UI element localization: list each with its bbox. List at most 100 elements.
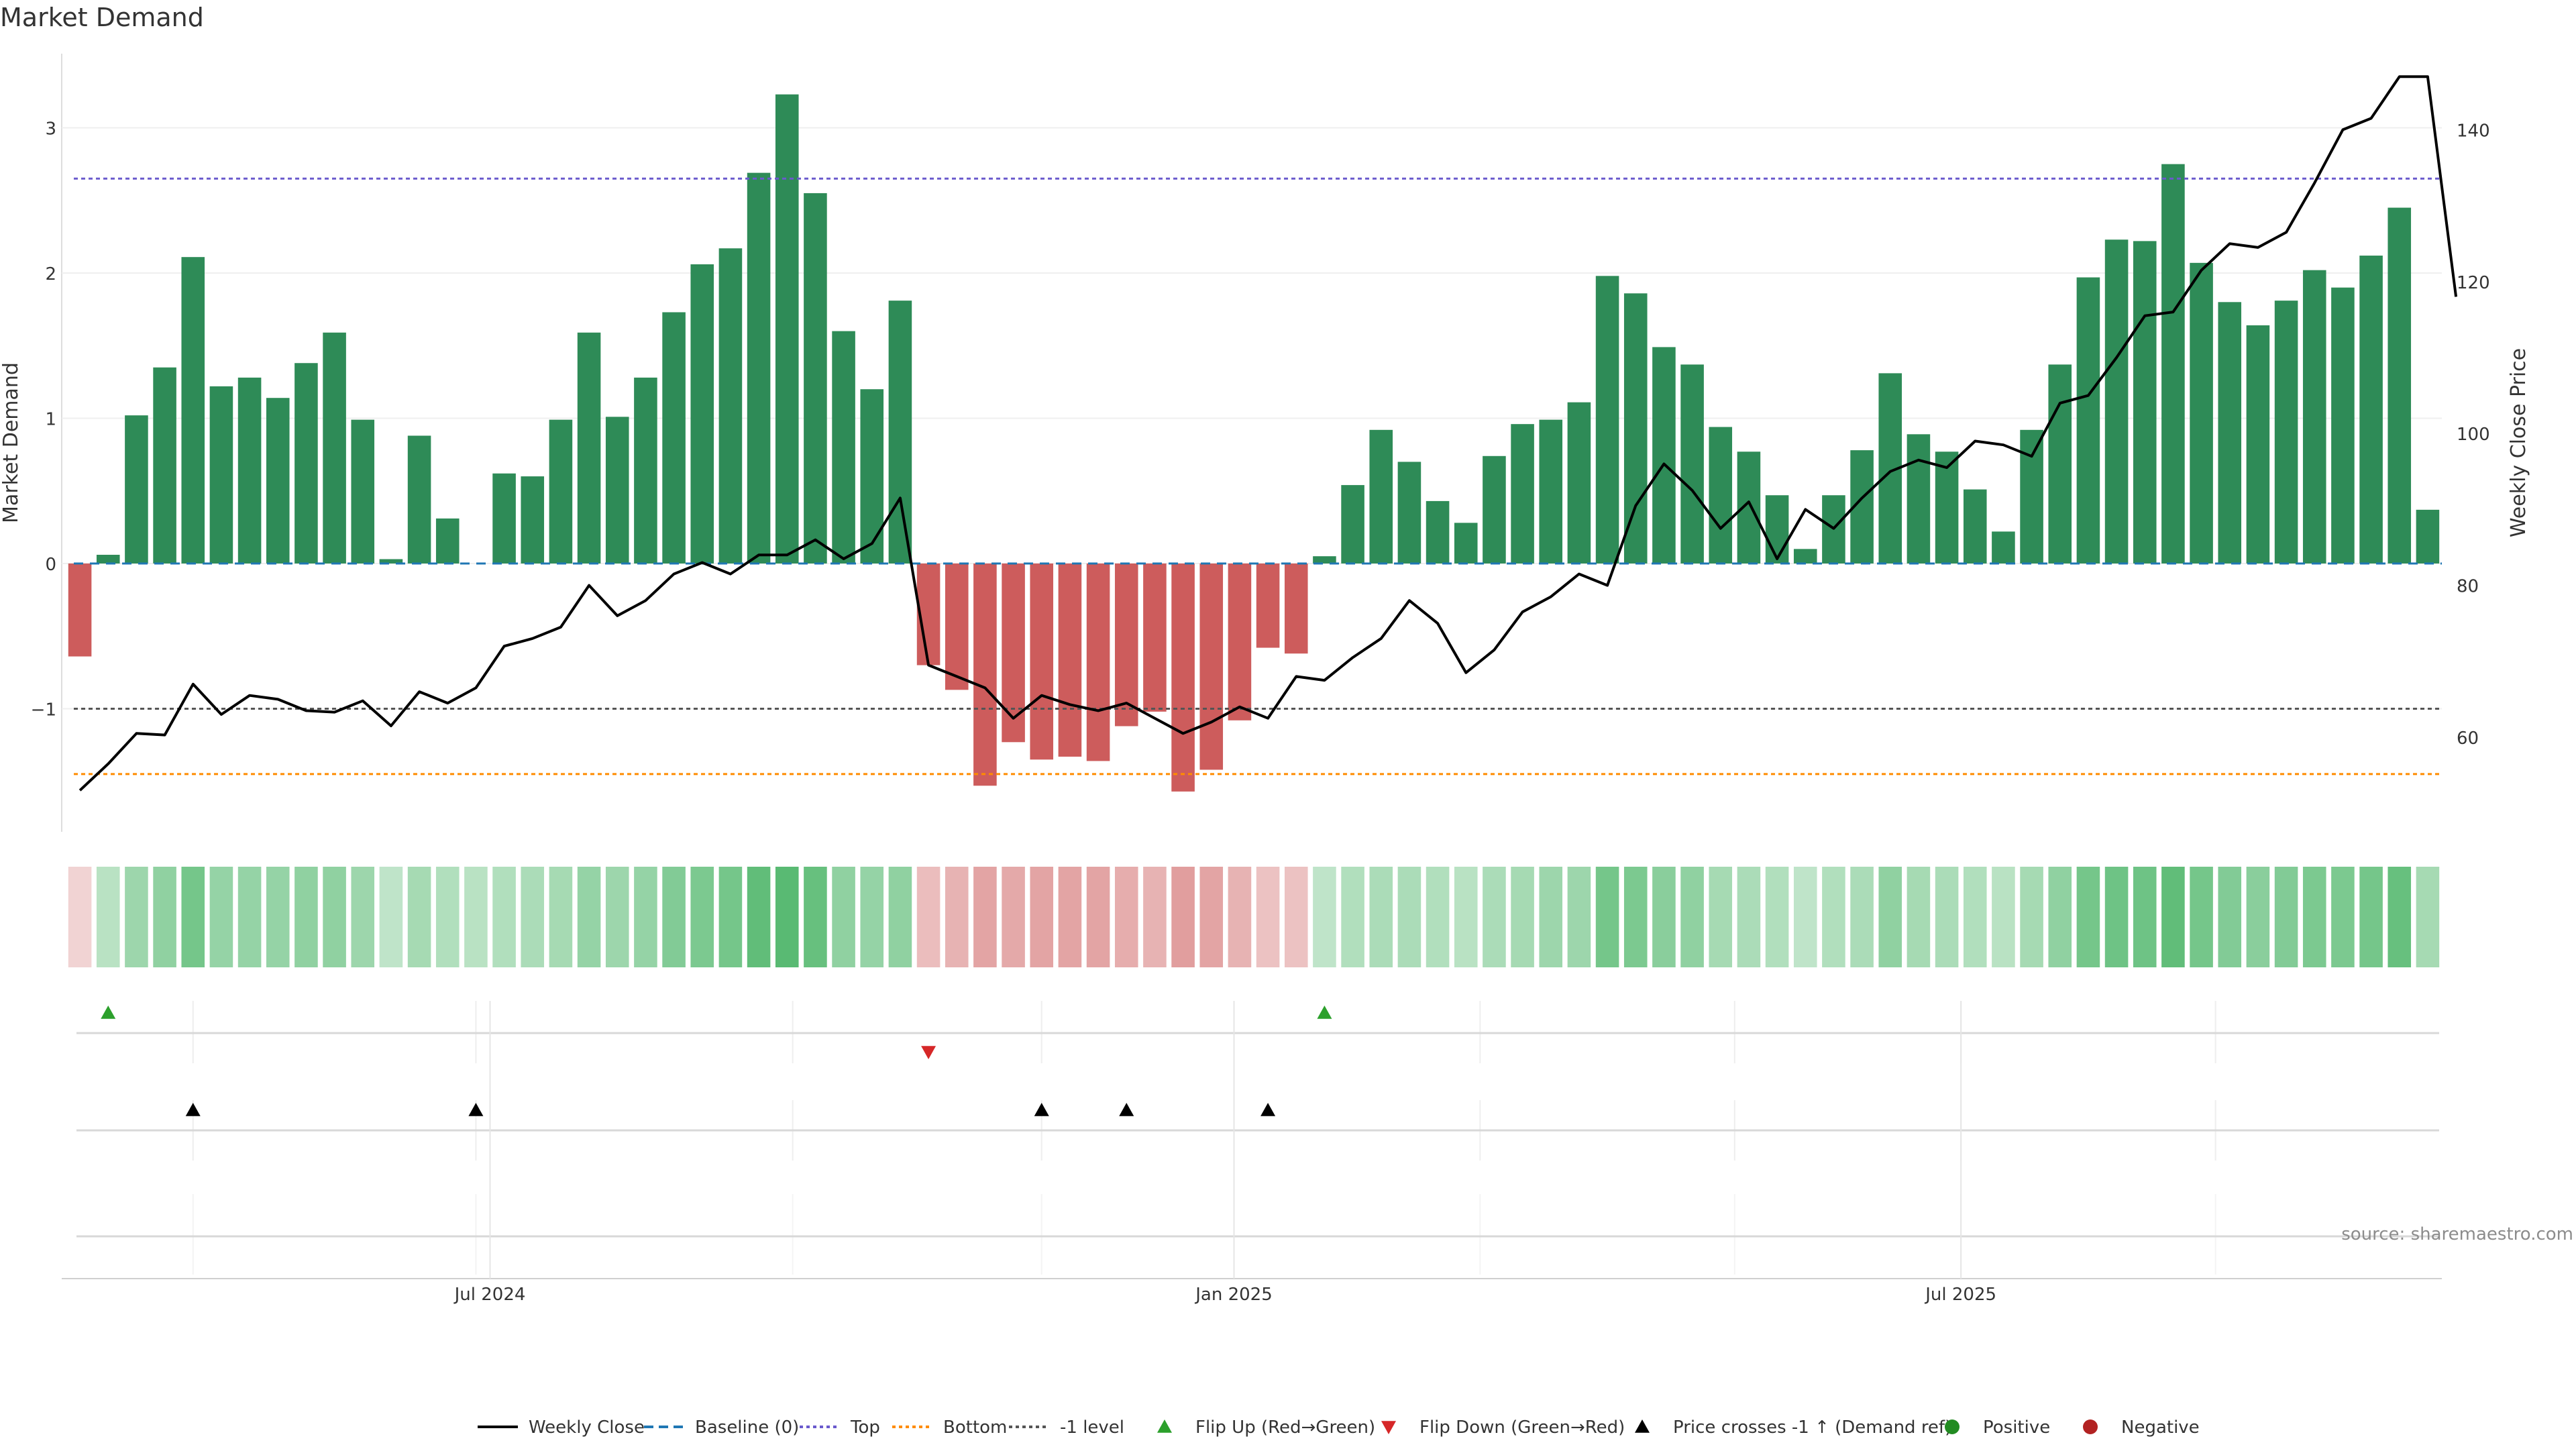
demand-bar [2416, 509, 2440, 564]
intensity-cell [2416, 867, 2440, 967]
intensity-cell [2076, 867, 2100, 967]
intensity-cell [125, 867, 148, 967]
intensity-cell [1822, 867, 1845, 967]
intensity-cell [2020, 867, 2043, 967]
demand-bar [266, 398, 290, 564]
demand-bar [1426, 500, 1450, 564]
demand-bar [153, 367, 176, 564]
y2-tick-label: 140 [2457, 121, 2490, 141]
demand-bar [1652, 347, 1676, 564]
intensity-cell [1652, 867, 1676, 967]
legend-positive-swatch [1945, 1419, 1960, 1434]
demand-bar [634, 377, 657, 564]
x-tick-label: Jul 2024 [453, 1285, 526, 1305]
legend-flip-down-swatch [1381, 1421, 1396, 1434]
demand-bar [1002, 564, 1025, 743]
intensity-cell [1793, 867, 1817, 967]
flip-up-marker [1317, 1006, 1332, 1019]
flip-up-marker [101, 1006, 116, 1019]
intensity-cell [492, 867, 516, 967]
legend-positive-label: Positive [1983, 1417, 2050, 1438]
intensity-cell [1567, 867, 1591, 967]
intensity-cell [2387, 867, 2412, 967]
y-tick-label: 3 [45, 119, 56, 140]
y-tick-label: −1 [31, 700, 56, 720]
demand-bar [2104, 239, 2129, 564]
demand-bar [2387, 207, 2412, 564]
demand-bar [1483, 455, 1506, 564]
demand-bar [1284, 564, 1308, 654]
legend-price-cross-swatch [1635, 1419, 1650, 1433]
intensity-cell [521, 867, 545, 967]
demand-bar [2133, 241, 2157, 564]
intensity-cell [860, 867, 884, 967]
intensity-cell [832, 867, 855, 967]
demand-bar [2246, 325, 2270, 564]
demand-bar [435, 518, 460, 564]
intensity-cell [1086, 867, 1110, 967]
demand-bar [1114, 564, 1138, 727]
demand-bar [1765, 495, 1789, 564]
y2-tick-label: 120 [2457, 273, 2490, 293]
demand-bar [605, 417, 629, 564]
x-tick-label: Jul 2025 [1924, 1285, 1996, 1305]
legend-weekly-close-label: Weekly Close [529, 1417, 645, 1438]
intensity-cell [1709, 867, 1733, 967]
intensity-cell [209, 867, 233, 967]
demand-bar [1511, 424, 1534, 564]
y2-axis-label: Weekly Close Price [2507, 348, 2530, 537]
intensity-cell [237, 867, 262, 967]
intensity-cell [1737, 867, 1761, 967]
intensity-cell [945, 867, 969, 967]
demand-bar [2190, 262, 2213, 564]
intensity-cell [323, 867, 346, 967]
intensity-cell [577, 867, 601, 967]
intensity-cell [2133, 867, 2157, 967]
demand-bar [2331, 287, 2355, 564]
intensity-cell [1228, 867, 1252, 967]
demand-bar [294, 363, 318, 564]
demand-bar [237, 377, 262, 564]
intensity-cell [605, 867, 629, 967]
demand-bar [125, 415, 148, 564]
intensity-cell [68, 867, 92, 967]
demand-bar [1595, 276, 1619, 564]
intensity-cell [718, 867, 743, 967]
intensity-cell [916, 867, 941, 967]
demand-bar [747, 172, 771, 564]
demand-bar [351, 419, 375, 564]
demand-bar [1454, 523, 1478, 564]
legend-bottom-label: Bottom [943, 1417, 1007, 1438]
intensity-cell [1907, 867, 1931, 967]
legend-flip-up-label: Flip Up (Red→Green) [1195, 1417, 1375, 1438]
intensity-cell [2302, 867, 2326, 967]
intensity-cell [1454, 867, 1478, 967]
demand-bar [888, 301, 912, 564]
demand-bar [2161, 164, 2185, 564]
price-cross-marker [1260, 1103, 1276, 1116]
intensity-cell [662, 867, 686, 967]
demand-bar [1397, 462, 1421, 564]
demand-bar [1313, 556, 1336, 564]
price-cross-marker [1119, 1103, 1134, 1116]
demand-bar [2302, 270, 2326, 564]
intensity-cell [2359, 867, 2383, 967]
intensity-cell [2246, 867, 2270, 967]
intensity-cell [153, 867, 176, 967]
intensity-cell [2161, 867, 2185, 967]
intensity-cell [2190, 867, 2213, 967]
demand-bar [2048, 364, 2072, 564]
intensity-cell [1199, 867, 1224, 967]
demand-bar [577, 332, 601, 564]
intensity-cell [1341, 867, 1364, 967]
demand-bar [1709, 427, 1733, 564]
legend-flip-up-swatch [1157, 1419, 1172, 1433]
intensity-cell [1256, 867, 1280, 967]
intensity-cell [1963, 867, 1987, 967]
demand-bar [1737, 451, 1761, 564]
intensity-cell [747, 867, 771, 967]
demand-bar [1567, 402, 1591, 564]
demand-bar [1992, 531, 2015, 564]
intensity-cell [266, 867, 290, 967]
